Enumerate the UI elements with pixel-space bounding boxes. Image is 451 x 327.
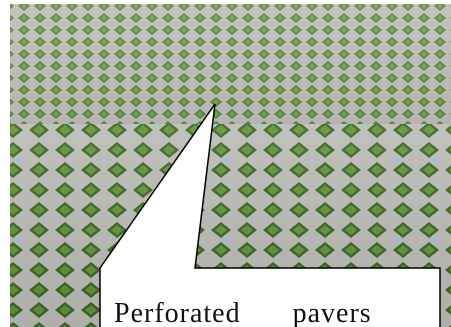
page: Perforated pavers (() => { const data = …	[0, 0, 451, 327]
callout-text: Perforated pavers	[114, 298, 372, 327]
scene: Perforated pavers	[0, 0, 451, 327]
